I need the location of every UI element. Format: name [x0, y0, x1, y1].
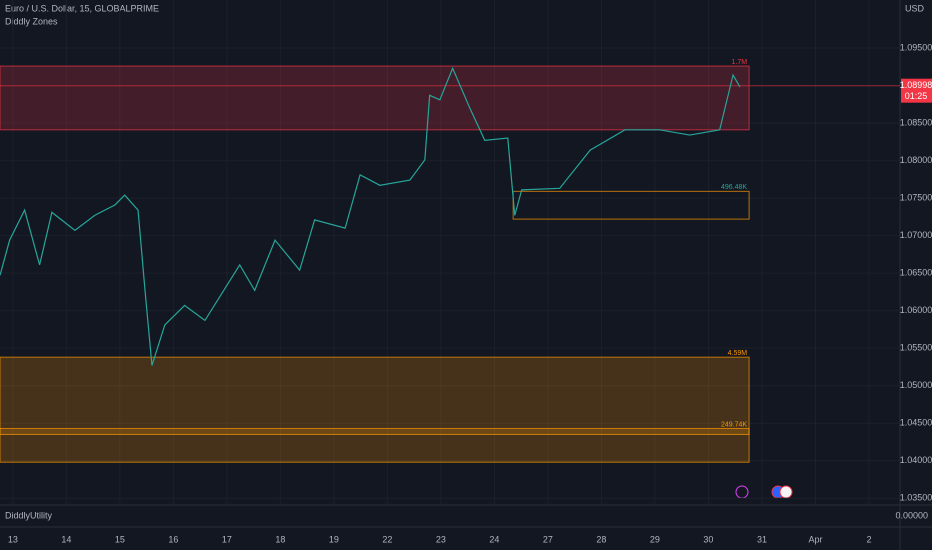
x-tick-label: 23	[436, 534, 446, 544]
x-tick-label: 29	[650, 534, 660, 544]
x-tick-label: 19	[329, 534, 339, 544]
y-tick-label: 1.06000	[900, 305, 932, 315]
zone-label: 1.7M	[732, 59, 748, 66]
y-tick-label: 1.09500	[900, 42, 932, 52]
x-tick-label: 15	[115, 534, 125, 544]
x-tick-label: 22	[382, 534, 392, 544]
x-tick-label: 16	[168, 534, 178, 544]
indicator-title: Diddly Zones	[5, 16, 58, 26]
x-tick-label: 30	[703, 534, 713, 544]
zone	[0, 427, 750, 435]
x-tick-label: 31	[757, 534, 767, 544]
y-tick-label: 1.08500	[900, 117, 932, 127]
countdown-label: 01:25	[905, 91, 928, 101]
zone-label: 496.48K	[721, 184, 747, 191]
zone-label: 4.59M	[728, 350, 748, 357]
y-tick-label: 1.04000	[900, 455, 932, 465]
x-tick-label: 14	[61, 534, 71, 544]
x-tick-label: 17	[222, 534, 232, 544]
last-price-box	[901, 78, 932, 103]
x-tick-label: Apr	[808, 534, 822, 544]
y-tick-label: 1.03500	[900, 493, 932, 503]
symbol-title: Euro / U.S. Dollar, 15, GLOBALPRIME	[5, 3, 159, 13]
price-line	[0, 66, 741, 366]
event-icon[interactable]	[779, 485, 793, 499]
y-tick-label: 1.05500	[900, 343, 932, 353]
currency: USD	[905, 3, 925, 13]
zone	[0, 356, 750, 463]
y-tick-label: 1.08000	[900, 155, 932, 165]
x-tick-label: 18	[275, 534, 285, 544]
y-tick-label: 1.04500	[900, 418, 932, 428]
last-price-label: 1.08998	[900, 80, 932, 90]
x-tick-label: 27	[543, 534, 553, 544]
x-tick-label: 24	[489, 534, 499, 544]
x-tick-label: 2	[866, 534, 871, 544]
y-tick-label: 1.07000	[900, 230, 932, 240]
y-tick-label: 1.05000	[900, 380, 932, 390]
y-tick-label: 1.07500	[900, 192, 932, 202]
y-tick-label: 1.06500	[900, 268, 932, 278]
lower-pane-title: DiddlyUtility	[5, 510, 53, 520]
lower-pane-axis-label: 0.00000	[895, 510, 928, 520]
zone	[512, 190, 750, 220]
x-tick-label: 13	[8, 534, 18, 544]
zone	[0, 65, 750, 131]
zone-label: 249.74K	[721, 421, 747, 428]
x-tick-label: 28	[596, 534, 606, 544]
